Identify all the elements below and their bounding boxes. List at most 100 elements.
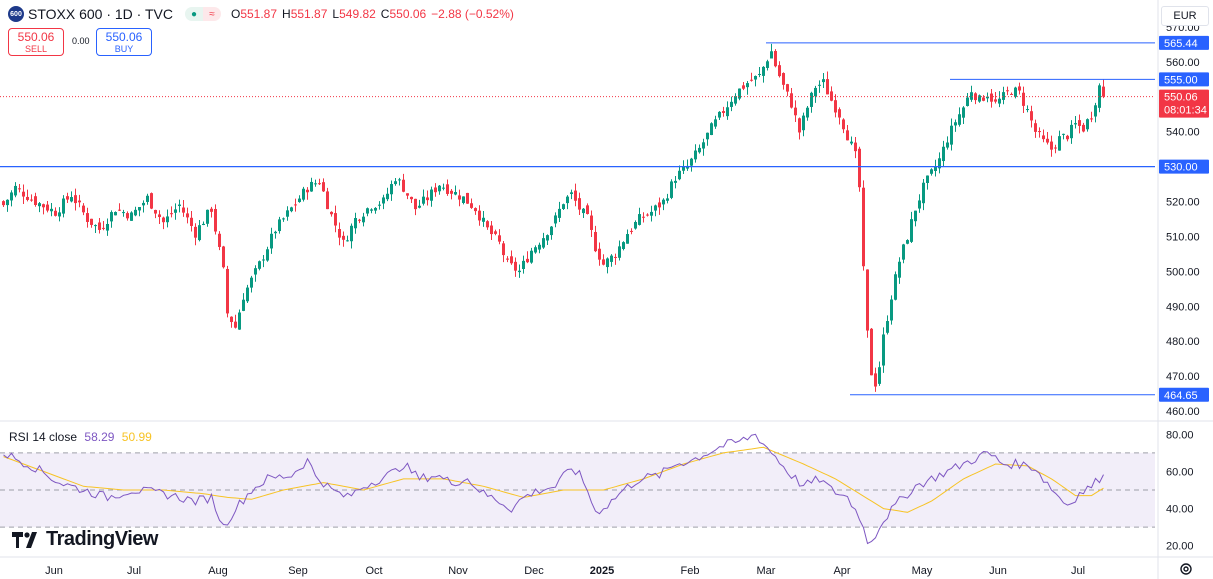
candle-body [782,73,785,85]
candle [1078,114,1081,134]
candle [494,229,497,236]
candle [254,265,257,282]
candle [926,175,929,190]
candle-body [990,93,993,102]
candle-body [862,187,865,267]
candle [150,192,153,210]
candle [342,231,345,247]
candle [910,211,913,244]
price-tick-label: 520.00 [1166,197,1200,209]
price-badge: 565.44 [1159,35,1209,50]
candle-body [918,200,921,209]
candle [322,178,325,193]
candle-body [250,277,253,288]
candle [1022,86,1025,114]
candle-body [510,256,513,264]
candle-body [1002,92,1005,100]
candle-body [1034,123,1037,132]
candle-body [762,66,765,76]
candle-body [290,207,293,212]
candle [886,315,889,335]
currency-selector[interactable]: EUR [1161,6,1209,26]
candle [686,159,689,171]
candle-body [858,148,861,188]
candle-body [550,226,553,236]
candle [846,124,849,141]
rsi-legend[interactable]: RSI 14 close 58.29 50.99 [9,430,152,444]
time-tick-label: Jun [45,565,63,577]
candle-body [842,119,845,130]
candle [1098,83,1101,113]
candle-body [794,107,797,116]
candle-body [98,222,101,230]
candle-body [746,83,749,88]
candle [858,146,861,192]
candle-body [570,192,573,195]
candle-body [506,258,509,260]
candle [10,190,13,207]
candle [402,173,405,193]
candle [414,198,417,216]
candle [30,194,33,202]
buy-button[interactable]: 550.06 BUY [96,28,152,56]
candle [350,223,353,249]
candle-body [42,204,45,208]
candle-body [10,192,13,201]
candle [118,203,121,212]
candle-body [490,225,493,235]
candle [1070,120,1073,144]
candle [762,66,765,83]
candle-body [314,183,317,185]
candle-body [474,208,477,212]
candle [218,231,221,251]
candle-body [502,243,505,256]
candle [838,107,841,125]
symbol-title[interactable]: STOXX 600 · 1D · TVC [28,6,173,22]
candle [930,168,933,176]
sell-button[interactable]: 550.06 SELL [8,28,64,56]
candle [978,94,981,103]
price-badge-label: 565.44 [1164,38,1198,50]
candle [378,201,381,210]
candle [422,189,425,206]
candle [202,221,205,226]
candle-body [1014,87,1017,97]
candle [586,203,589,215]
candle-body [970,92,973,100]
logo-text: TradingView [46,528,158,550]
candle [438,185,441,195]
tradingview-logo[interactable]: TradingView [12,528,158,551]
candle [734,93,737,106]
candle-body [582,208,585,214]
candle-body [202,223,205,225]
candle [418,199,421,209]
candle [866,269,869,338]
candle-body [922,182,925,204]
candle [890,295,893,325]
candle [386,187,389,202]
candle-body [958,114,961,125]
candle-body [530,250,533,263]
candle-body [482,217,485,222]
candle [782,72,785,90]
candle [22,184,25,205]
market-status-pill[interactable]: ● ≈ [184,7,221,21]
candle [902,243,905,264]
candle [62,195,65,218]
candle-body [122,212,125,214]
candle [1094,102,1097,123]
candle [190,211,193,232]
gear-icon[interactable] [1178,561,1194,577]
candle-body [434,187,437,193]
candle [50,203,53,217]
candle-body [1062,133,1065,135]
candle-body [154,209,157,214]
candle-body [142,202,145,206]
price-badge-bg [1159,72,1209,87]
candle-body [278,219,281,232]
candle [946,136,949,150]
time-tick-label: Feb [681,565,700,577]
candle [1006,86,1009,96]
candle [770,43,773,59]
